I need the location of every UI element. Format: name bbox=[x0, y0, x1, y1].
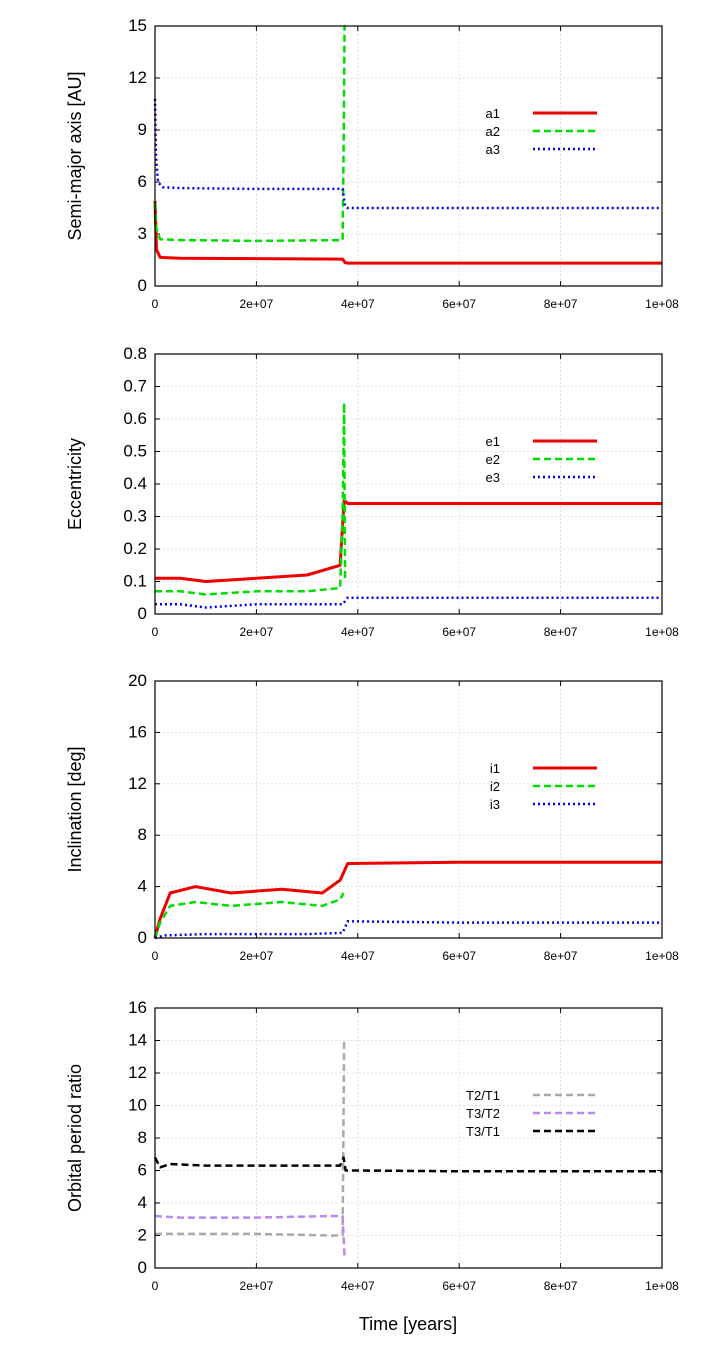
y-tick-label: 15 bbox=[128, 16, 147, 35]
x-tick-label: 8e+07 bbox=[544, 625, 578, 639]
panels: 0 2e+07 4e+07 6e+07 8e+07 1e+08 0 3 6 9 12 15 a1 a2 a3… bbox=[65, 16, 679, 1293]
y-tick-label: 0 bbox=[138, 1258, 147, 1277]
legend-label: e3 bbox=[486, 470, 500, 485]
legend-label: T3/T2 bbox=[466, 1106, 500, 1121]
legend-label: a1 bbox=[486, 106, 500, 121]
y-tick-label: 20 bbox=[128, 671, 147, 690]
series-line-a1 bbox=[153, 201, 662, 265]
y-tick-label: 3 bbox=[138, 224, 147, 243]
x-tick-label: 2e+07 bbox=[240, 949, 274, 963]
series-line-e2 bbox=[155, 401, 347, 596]
y-tick-label: 14 bbox=[128, 1031, 147, 1050]
y-tick-label: 10 bbox=[128, 1096, 147, 1115]
x-tick-label: 4e+07 bbox=[341, 297, 375, 311]
x-tick-label: 1e+08 bbox=[645, 1279, 679, 1293]
x-tick-label: 8e+07 bbox=[544, 297, 578, 311]
y-tick-label: 4 bbox=[138, 877, 147, 896]
series-line-i2 bbox=[153, 892, 345, 939]
y-axis-title: Inclination [deg] bbox=[65, 746, 85, 872]
series-line-a3 bbox=[153, 98, 662, 210]
series-line-e3 bbox=[155, 596, 662, 609]
plot-frame bbox=[154, 353, 663, 615]
series-line-i1 bbox=[153, 860, 662, 939]
series-line-t3-t2 bbox=[154, 1214, 346, 1259]
y-tick-label: 12 bbox=[128, 68, 147, 87]
y-tick-label: 0.5 bbox=[123, 442, 147, 461]
legend-label: e1 bbox=[486, 434, 500, 449]
y-axis-title: Orbital period ratio bbox=[65, 1064, 85, 1212]
legend-label: a3 bbox=[486, 142, 500, 157]
x-axis-title: Time [years] bbox=[359, 1314, 457, 1334]
x-tick-label: 6e+07 bbox=[442, 297, 476, 311]
plot-frame bbox=[154, 680, 663, 939]
plot-frame bbox=[154, 25, 663, 287]
y-axis-title: Semi-major axis [AU] bbox=[65, 71, 85, 240]
x-tick-label: 1e+08 bbox=[645, 949, 679, 963]
y-tick-label: 0 bbox=[138, 604, 147, 623]
series-line-e1 bbox=[155, 498, 662, 583]
x-tick-label: 1e+08 bbox=[645, 297, 679, 311]
x-tick-label: 0 bbox=[152, 1279, 159, 1293]
legend-label: T2/T1 bbox=[466, 1088, 500, 1103]
legend-label: e2 bbox=[486, 452, 500, 467]
x-tick-label: 2e+07 bbox=[240, 625, 274, 639]
y-tick-label: 4 bbox=[138, 1193, 147, 1212]
y-tick-label: 0.7 bbox=[123, 377, 147, 396]
panel-4: 0 2e+07 4e+07 6e+07 8e+07 1e+08 0 2 4 6 8 10 12 14 16 T… bbox=[65, 998, 679, 1293]
series-line-t2-t1 bbox=[155, 1039, 346, 1237]
y-tick-label: 12 bbox=[128, 1063, 147, 1082]
series-line-i3 bbox=[154, 920, 662, 940]
y-tick-label: 8 bbox=[138, 825, 147, 844]
y-tick-label: 0 bbox=[138, 276, 147, 295]
x-tick-label: 0 bbox=[152, 297, 159, 311]
x-tick-label: 0 bbox=[152, 625, 159, 639]
legend-label: T3/T1 bbox=[466, 1124, 500, 1139]
y-tick-label: 0.1 bbox=[123, 572, 147, 591]
y-tick-label: 16 bbox=[128, 998, 147, 1017]
legend-label: a2 bbox=[486, 124, 500, 139]
panel-3: 0 2e+07 4e+07 6e+07 8e+07 1e+08 0 4 8 12 16 20 i1 i2 i… bbox=[65, 671, 679, 963]
x-tick-label: 2e+07 bbox=[240, 297, 274, 311]
panel-1: 0 2e+07 4e+07 6e+07 8e+07 1e+08 0 3 6 9 12 15 a1 a2 a3… bbox=[65, 16, 679, 311]
panel-2: 0 2e+07 4e+07 6e+07 8e+07 1e+08 0 0.1 0.2 0.3 0.4 0… bbox=[65, 344, 679, 639]
y-tick-label: 6 bbox=[138, 172, 147, 191]
x-tick-label: 1e+08 bbox=[645, 625, 679, 639]
y-tick-label: 0 bbox=[138, 928, 147, 947]
x-tick-label: 4e+07 bbox=[341, 1279, 375, 1293]
y-tick-label: 12 bbox=[128, 774, 147, 793]
x-tick-label: 4e+07 bbox=[341, 625, 375, 639]
y-axis-title: Eccentricity bbox=[65, 438, 85, 530]
y-tick-label: 9 bbox=[138, 120, 147, 139]
x-tick-label: 0 bbox=[152, 949, 159, 963]
y-tick-label: 8 bbox=[138, 1128, 147, 1147]
x-tick-label: 2e+07 bbox=[240, 1279, 274, 1293]
plot-frame bbox=[154, 1007, 663, 1269]
y-tick-label: 2 bbox=[138, 1226, 147, 1245]
x-tick-label: 6e+07 bbox=[442, 1279, 476, 1293]
legend-label: i2 bbox=[490, 779, 500, 794]
y-tick-label: 0.8 bbox=[123, 344, 147, 363]
y-tick-label: 0.6 bbox=[123, 409, 147, 428]
y-tick-label: 0.2 bbox=[123, 539, 147, 558]
x-tick-label: 4e+07 bbox=[341, 949, 375, 963]
y-tick-label: 16 bbox=[128, 722, 147, 741]
series-line-t3-t1 bbox=[153, 1156, 662, 1173]
y-tick-label: 6 bbox=[138, 1161, 147, 1180]
x-tick-label: 8e+07 bbox=[544, 949, 578, 963]
y-tick-label: 0.4 bbox=[123, 474, 147, 493]
legend-label: i1 bbox=[490, 761, 500, 776]
y-tick-label: 0.3 bbox=[123, 507, 147, 526]
x-tick-label: 8e+07 bbox=[544, 1279, 578, 1293]
x-tick-label: 6e+07 bbox=[442, 625, 476, 639]
legend-label: i3 bbox=[490, 797, 500, 812]
series-line-a2 bbox=[153, 24, 346, 243]
x-tick-label: 6e+07 bbox=[442, 949, 476, 963]
